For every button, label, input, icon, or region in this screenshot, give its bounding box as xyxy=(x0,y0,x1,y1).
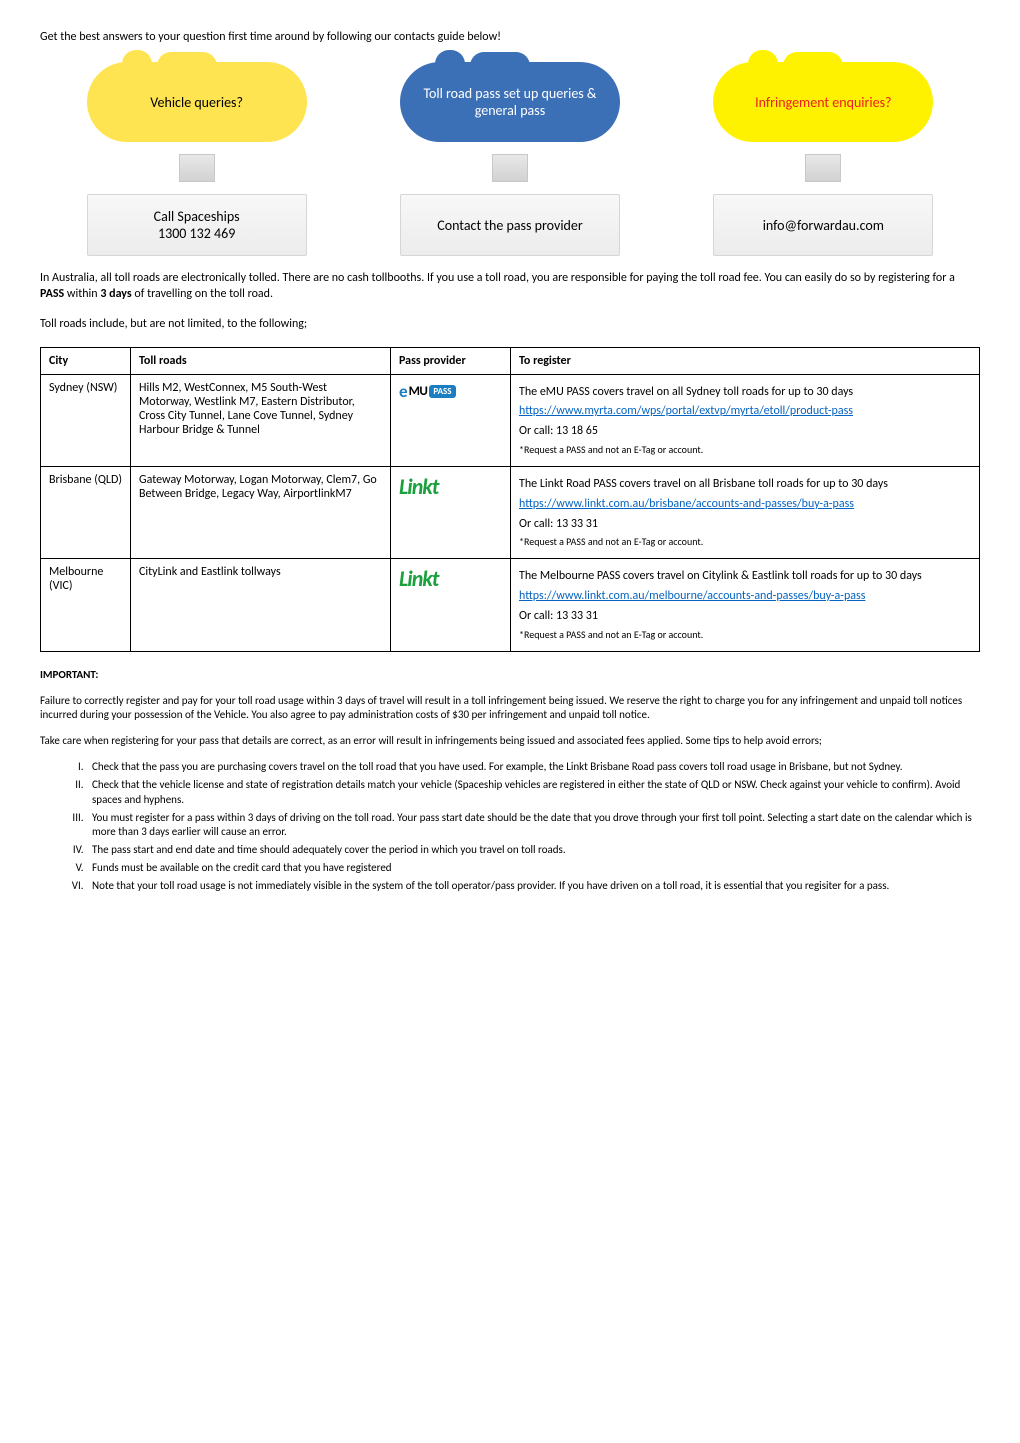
table-header-row: City Toll roads Pass provider To registe… xyxy=(41,347,980,374)
sydney-reg-call: Or call: 13 18 65 xyxy=(519,423,971,440)
vehicle-queries-bubble: Vehicle queries? xyxy=(87,62,307,142)
important-title: IMPORTANT: xyxy=(40,668,980,683)
linkt-logo: Linkt xyxy=(399,565,438,592)
header-tollroads: Toll roads xyxy=(131,347,391,374)
arrow-icon xyxy=(492,154,528,182)
para1-text-a: In Australia, all toll roads are electro… xyxy=(40,271,955,285)
para1-text-b: within xyxy=(64,287,100,301)
brisbane-reg-call: Or call: 13 33 31 xyxy=(519,516,971,533)
infringement-bubble: Infringement enquiries? xyxy=(713,62,933,142)
city-brisbane: Brisbane (QLD) xyxy=(41,466,131,558)
para1-bold-3days: 3 days xyxy=(100,287,131,301)
linkt-logo: Linkt xyxy=(399,473,438,500)
provider-linkt-brisbane: Linkt xyxy=(391,466,511,558)
sydney-reg-desc: The eMU PASS covers travel on all Sydney… xyxy=(519,384,971,401)
register-sydney: The eMU PASS covers travel on all Sydney… xyxy=(511,374,980,466)
table-row: Melbourne (VIC) CityLink and Eastlink to… xyxy=(41,559,980,651)
tollroads-melbourne: CityLink and Eastlink tollways xyxy=(131,559,391,651)
arrow-icon xyxy=(805,154,841,182)
brisbane-reg-desc: The Linkt Road PASS covers travel on all… xyxy=(519,476,971,493)
provider-emu: eMUPASS xyxy=(391,374,511,466)
register-melbourne: The Melbourne PASS covers travel on City… xyxy=(511,559,980,651)
tollroads-sydney: Hills M2, WestConnex, M5 South-West Moto… xyxy=(131,374,391,466)
contact-provider-box: Contact the pass provider xyxy=(400,194,620,256)
list-item: Note that your toll road usage is not im… xyxy=(86,879,980,894)
diagram-col-vehicle: Vehicle queries? Call Spaceships 1300 13… xyxy=(57,62,337,256)
header-city: City xyxy=(41,347,131,374)
brisbane-reg-link[interactable]: https://www.linkt.com.au/brisbane/accoun… xyxy=(519,497,854,511)
provider-linkt-melbourne: Linkt xyxy=(391,559,511,651)
arrow-icon xyxy=(179,154,215,182)
toll-roads-table: City Toll roads Pass provider To registe… xyxy=(40,347,980,652)
diagram-col-tollpass: Toll road pass set up queries & general … xyxy=(370,62,650,256)
table-row: Brisbane (QLD) Gateway Motorway, Logan M… xyxy=(41,466,980,558)
melbourne-reg-link[interactable]: https://www.linkt.com.au/melbourne/accou… xyxy=(519,589,865,603)
melbourne-reg-desc: The Melbourne PASS covers travel on City… xyxy=(519,568,971,585)
emu-logo-mu: MU xyxy=(409,384,428,399)
para1-bold-pass: PASS xyxy=(40,287,64,301)
emu-logo-e: e xyxy=(399,381,408,402)
list-item: Check that the pass you are purchasing c… xyxy=(86,760,980,775)
city-sydney: Sydney (NSW) xyxy=(41,374,131,466)
sydney-reg-link[interactable]: https://www.myrta.com/wps/portal/extvp/m… xyxy=(519,404,853,418)
melbourne-reg-note: *Request a PASS and not an E-Tag or acco… xyxy=(519,628,971,642)
call-spaceships-box: Call Spaceships 1300 132 469 xyxy=(87,194,307,256)
tips-list: Check that the pass you are purchasing c… xyxy=(40,760,980,894)
intro-text: Get the best answers to your question fi… xyxy=(40,30,980,44)
important-body2: Take care when registering for your pass… xyxy=(40,734,980,749)
city-melbourne: Melbourne (VIC) xyxy=(41,559,131,651)
brisbane-reg-note: *Request a PASS and not an E-Tag or acco… xyxy=(519,535,971,549)
tollpass-queries-bubble: Toll road pass set up queries & general … xyxy=(400,62,620,142)
list-item: You must register for a pass within 3 da… xyxy=(86,811,980,841)
contacts-diagram: Vehicle queries? Call Spaceships 1300 13… xyxy=(40,62,980,256)
list-item: Check that the vehicle license and state… xyxy=(86,778,980,808)
list-item: The pass start and end date and time sho… xyxy=(86,843,980,858)
emu-pass-logo: eMUPASS xyxy=(399,381,456,402)
header-provider: Pass provider xyxy=(391,347,511,374)
sydney-reg-note: *Request a PASS and not an E-Tag or acco… xyxy=(519,443,971,457)
register-brisbane: The Linkt Road PASS covers travel on all… xyxy=(511,466,980,558)
list-item: Funds must be available on the credit ca… xyxy=(86,861,980,876)
emu-logo-pass: PASS xyxy=(429,385,455,398)
melbourne-reg-call: Or call: 13 33 31 xyxy=(519,608,971,625)
para1-text-c: of travelling on the toll road. xyxy=(132,287,273,301)
diagram-col-infringement: Infringement enquiries? info@forwardau.c… xyxy=(683,62,963,256)
info-email-box: info@forwardau.com xyxy=(713,194,933,256)
header-register: To register xyxy=(511,347,980,374)
tollroads-brisbane: Gateway Motorway, Logan Motorway, Clem7,… xyxy=(131,466,391,558)
electronic-toll-paragraph: In Australia, all toll roads are electro… xyxy=(40,270,980,302)
important-body1: Failure to correctly register and pay fo… xyxy=(40,694,980,724)
toll-roads-include-paragraph: Toll roads include, but are not limited,… xyxy=(40,316,980,332)
table-row: Sydney (NSW) Hills M2, WestConnex, M5 So… xyxy=(41,374,980,466)
